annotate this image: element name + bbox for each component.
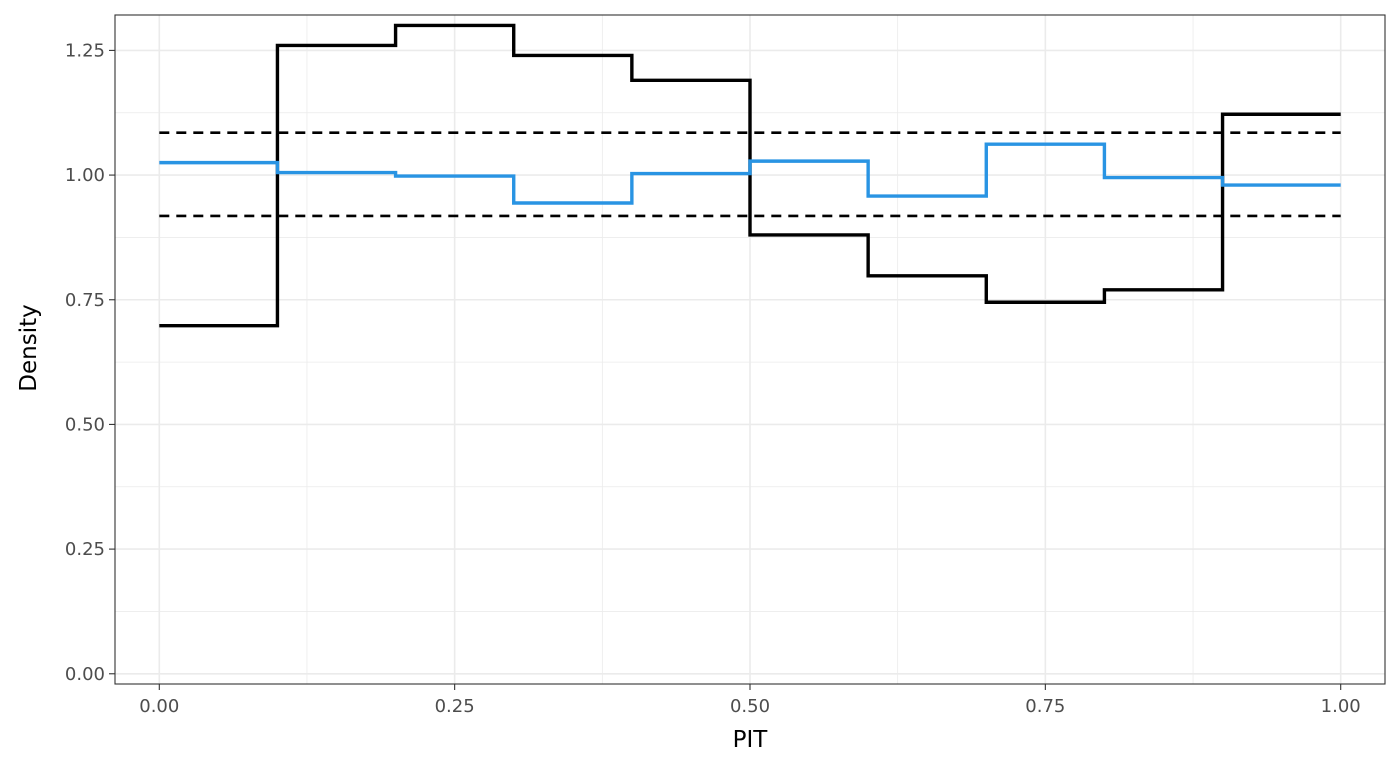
reference-lines — [159, 131, 1341, 218]
y-tick-label: 0.00 — [65, 664, 105, 685]
x-tick-label: 1.00 — [1321, 696, 1361, 717]
y-tick-label: 1.00 — [65, 165, 105, 186]
y-tick-label: 0.75 — [65, 290, 105, 311]
y-axis: 0.00 0.25 0.50 0.75 1.00 1.25 — [65, 40, 115, 685]
x-tick-label: 0.00 — [139, 696, 179, 717]
x-tick-label: 0.50 — [730, 696, 770, 717]
x-tick-label: 0.75 — [1025, 696, 1065, 717]
series-line-1 — [159, 23, 1341, 328]
x-axis: 0.00 0.25 0.50 0.75 1.00 — [139, 684, 1361, 717]
series-layer — [159, 23, 1341, 328]
y-tick-label: 0.50 — [65, 414, 105, 435]
y-tick-label: 0.25 — [65, 539, 105, 560]
series-line-2 — [159, 142, 1341, 205]
y-axis-title: Density — [16, 304, 42, 391]
x-tick-label: 0.25 — [435, 696, 475, 717]
y-tick-label: 1.25 — [65, 40, 105, 61]
x-axis-title: PIT — [733, 727, 769, 753]
